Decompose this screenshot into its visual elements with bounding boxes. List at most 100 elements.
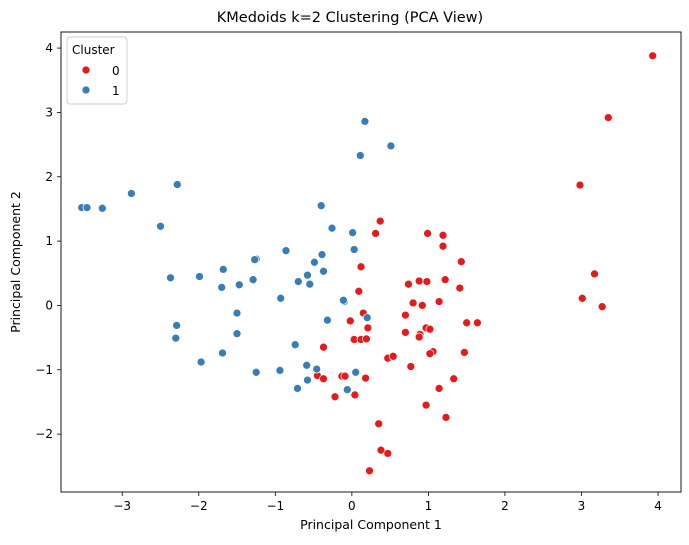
point-cluster-1-1 bbox=[386, 141, 396, 151]
point-cluster-0-24 bbox=[345, 316, 355, 326]
point-cluster-0-1 bbox=[603, 113, 613, 122]
y-axis-label: Principal Component 2 bbox=[8, 191, 23, 333]
point-cluster-0-47 bbox=[319, 374, 328, 384]
x-tick-label: −1 bbox=[266, 499, 284, 513]
point-cluster-1-10 bbox=[327, 223, 337, 233]
point-cluster-0-56 bbox=[383, 449, 393, 458]
point-cluster-0-57 bbox=[365, 466, 374, 476]
point-cluster-1-33 bbox=[172, 321, 181, 330]
point-cluster-0-38 bbox=[425, 349, 435, 359]
legend-label-1: 1 bbox=[112, 84, 120, 98]
point-cluster-1-34 bbox=[232, 329, 242, 339]
point-cluster-0-14 bbox=[414, 276, 424, 286]
point-cluster-0-15 bbox=[422, 277, 432, 286]
point-cluster-0-28 bbox=[462, 318, 472, 328]
point-cluster-0-17 bbox=[434, 297, 444, 306]
point-cluster-1-47 bbox=[342, 385, 352, 395]
point-cluster-0-49 bbox=[434, 384, 444, 393]
point-cluster-0-18 bbox=[408, 298, 418, 308]
point-cluster-0-48 bbox=[449, 374, 459, 384]
x-axis-label: Principal Component 1 bbox=[300, 517, 442, 532]
y-tick-label: −1 bbox=[35, 363, 53, 377]
point-cluster-1-7 bbox=[172, 180, 182, 189]
legend: Cluster 0 1 bbox=[66, 36, 128, 105]
point-cluster-1-21 bbox=[305, 279, 315, 289]
point-cluster-1-18 bbox=[310, 257, 319, 267]
point-cluster-0-29 bbox=[473, 318, 482, 328]
point-cluster-0-13 bbox=[404, 279, 413, 289]
chart-title: KMedoids k=2 Clustering (PCA View) bbox=[217, 10, 483, 26]
point-cluster-1-6 bbox=[127, 189, 136, 198]
point-cluster-1-44 bbox=[303, 375, 312, 385]
point-cluster-1-11 bbox=[348, 228, 357, 238]
point-cluster-1-30 bbox=[339, 295, 348, 305]
legend-box bbox=[66, 36, 128, 105]
legend-title: Cluster bbox=[72, 43, 115, 57]
point-cluster-0-41 bbox=[388, 351, 398, 361]
point-cluster-0-51 bbox=[330, 392, 340, 402]
point-cluster-1-17 bbox=[319, 266, 328, 276]
point-cluster-0-50 bbox=[350, 390, 360, 400]
point-cluster-0-4 bbox=[577, 293, 587, 303]
point-cluster-1-9 bbox=[316, 201, 326, 211]
point-cluster-1-0 bbox=[360, 117, 370, 126]
point-cluster-1-16 bbox=[349, 245, 359, 254]
point-cluster-1-22 bbox=[218, 265, 228, 274]
point-cluster-1-8 bbox=[156, 221, 165, 231]
legend-marker-1 bbox=[81, 85, 91, 95]
point-cluster-1-35 bbox=[171, 333, 181, 343]
point-cluster-1-24 bbox=[166, 273, 175, 283]
x-tick-label: 0 bbox=[348, 499, 356, 513]
x-tick-label: 3 bbox=[578, 499, 586, 513]
point-cluster-0-9 bbox=[438, 230, 448, 240]
y-axis: −2 −1 0 1 2 3 4 bbox=[35, 41, 61, 441]
point-cluster-1-25 bbox=[248, 275, 258, 285]
point-cluster-1-13 bbox=[281, 246, 291, 256]
x-tick-label: 2 bbox=[501, 499, 509, 513]
point-cluster-0-21 bbox=[354, 286, 364, 296]
point-cluster-0-10 bbox=[438, 241, 448, 251]
y-tick-label: 1 bbox=[45, 234, 53, 248]
point-cluster-1-41 bbox=[312, 364, 322, 374]
point-cluster-1-42 bbox=[275, 366, 285, 375]
point-cluster-1-20 bbox=[293, 277, 303, 286]
point-cluster-1-31 bbox=[323, 315, 332, 325]
point-cluster-1-23 bbox=[195, 272, 204, 281]
point-cluster-0-32 bbox=[414, 332, 424, 342]
point-cluster-0-36 bbox=[319, 342, 328, 352]
y-tick-label: −2 bbox=[35, 427, 53, 441]
point-cluster-1-37 bbox=[290, 340, 300, 350]
point-cluster-0-12 bbox=[356, 262, 366, 272]
point-cluster-0-16 bbox=[440, 275, 450, 285]
point-cluster-1-36 bbox=[232, 308, 242, 318]
point-cluster-0-0 bbox=[648, 51, 658, 61]
point-cluster-1-38 bbox=[218, 348, 227, 358]
point-cluster-1-26 bbox=[234, 280, 244, 290]
point-cluster-1-5 bbox=[97, 203, 107, 213]
point-cluster-1-2 bbox=[355, 151, 365, 160]
point-cluster-0-3 bbox=[590, 269, 599, 279]
point-cluster-1-40 bbox=[302, 360, 312, 370]
point-cluster-1-15 bbox=[250, 255, 260, 265]
point-cluster-0-23 bbox=[401, 310, 410, 320]
point-cluster-1-45 bbox=[351, 367, 361, 377]
point-cluster-0-11 bbox=[456, 257, 466, 267]
y-tick-label: 0 bbox=[45, 298, 53, 312]
y-tick-label: 4 bbox=[45, 41, 53, 55]
x-axis: −3 −2 −1 0 1 2 3 4 bbox=[113, 492, 662, 513]
point-cluster-0-54 bbox=[374, 419, 384, 429]
point-cluster-0-6 bbox=[375, 216, 385, 226]
point-cluster-0-20 bbox=[455, 283, 465, 293]
point-cluster-0-35 bbox=[362, 334, 371, 344]
plot-frame bbox=[60, 31, 682, 493]
point-cluster-1-43 bbox=[251, 367, 261, 377]
point-cluster-1-46 bbox=[293, 384, 302, 393]
point-cluster-0-39 bbox=[460, 348, 469, 357]
x-tick-label: 4 bbox=[654, 499, 662, 513]
point-cluster-1-27 bbox=[217, 283, 227, 292]
legend-label-0: 0 bbox=[112, 64, 120, 78]
point-cluster-1-39 bbox=[196, 357, 206, 367]
point-cluster-0-8 bbox=[423, 229, 432, 238]
point-cluster-0-52 bbox=[421, 400, 431, 410]
